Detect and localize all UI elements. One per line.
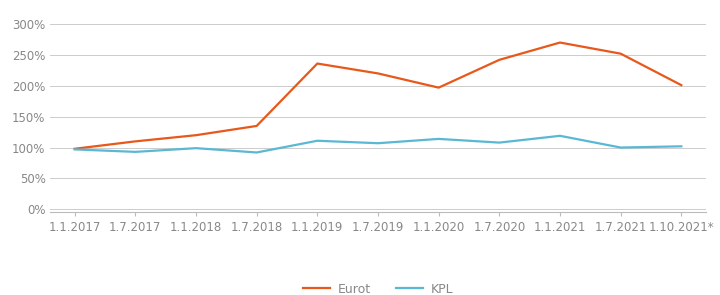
Line: KPL: KPL xyxy=(75,136,681,153)
Eurot xyxy=(131,140,140,143)
Eurot xyxy=(556,41,564,44)
KPL xyxy=(556,134,564,137)
KPL xyxy=(616,146,625,149)
Eurot xyxy=(616,52,625,55)
KPL xyxy=(434,137,443,141)
KPL xyxy=(313,139,322,142)
KPL xyxy=(495,141,504,144)
KPL xyxy=(131,150,140,154)
Eurot xyxy=(71,147,79,150)
Eurot xyxy=(434,86,443,89)
KPL xyxy=(192,146,200,150)
KPL xyxy=(677,145,685,148)
KPL xyxy=(252,151,261,154)
KPL xyxy=(374,142,382,145)
Eurot xyxy=(374,72,382,75)
Eurot xyxy=(495,58,504,62)
Eurot xyxy=(677,83,685,87)
KPL xyxy=(71,148,79,151)
Legend: Eurot, KPL: Eurot, KPL xyxy=(297,278,459,295)
Line: Eurot: Eurot xyxy=(75,42,681,149)
Eurot xyxy=(192,133,200,137)
Eurot xyxy=(313,62,322,65)
Eurot xyxy=(252,124,261,128)
